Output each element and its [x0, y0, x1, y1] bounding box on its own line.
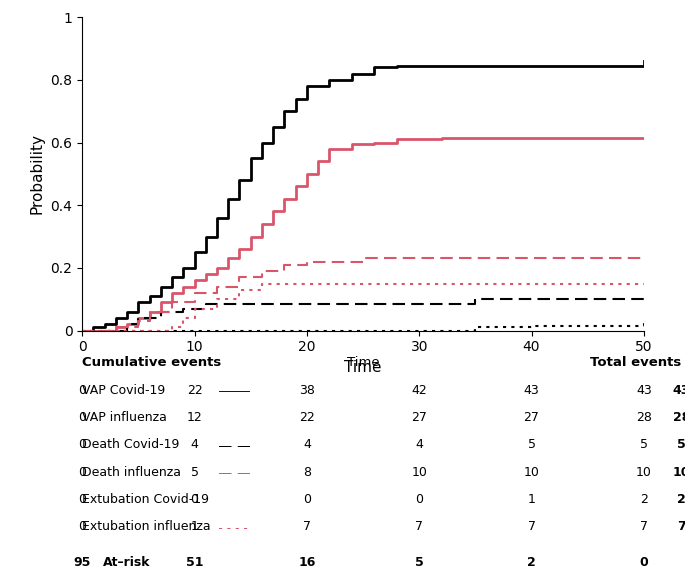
Text: 7: 7	[677, 520, 685, 534]
Text: 5: 5	[415, 556, 423, 569]
Text: 1: 1	[190, 520, 199, 534]
Text: 5: 5	[527, 438, 536, 451]
Text: At–risk: At–risk	[103, 556, 151, 569]
Text: 7: 7	[303, 520, 311, 534]
Text: 28: 28	[636, 411, 652, 424]
Text: 16: 16	[298, 556, 316, 569]
Text: 2: 2	[677, 493, 685, 506]
Text: 7: 7	[527, 520, 536, 534]
Text: 12: 12	[187, 411, 202, 424]
Text: 7: 7	[640, 520, 648, 534]
Text: 5: 5	[677, 438, 685, 451]
Text: 5: 5	[640, 438, 648, 451]
Text: 0: 0	[303, 493, 311, 506]
Text: 0: 0	[78, 493, 86, 506]
Text: 0: 0	[78, 466, 86, 479]
Text: 4: 4	[303, 438, 311, 451]
Text: 2: 2	[640, 493, 648, 506]
Text: VAP Covid-19: VAP Covid-19	[82, 384, 166, 397]
Text: 4: 4	[190, 438, 199, 451]
X-axis label: Time: Time	[345, 360, 382, 375]
Text: 1: 1	[527, 493, 536, 506]
Text: 10: 10	[523, 466, 540, 479]
Text: 28: 28	[673, 411, 685, 424]
Text: 0: 0	[640, 556, 648, 569]
Text: 27: 27	[411, 411, 427, 424]
Text: 42: 42	[412, 384, 427, 397]
Text: 5: 5	[190, 466, 199, 479]
Text: 4: 4	[415, 438, 423, 451]
Text: 8: 8	[303, 466, 311, 479]
Text: 0: 0	[78, 438, 86, 451]
Text: 43: 43	[673, 384, 685, 397]
Text: 10: 10	[411, 466, 427, 479]
Text: 0: 0	[78, 411, 86, 424]
Text: Cumulative events: Cumulative events	[82, 356, 221, 369]
Text: 22: 22	[187, 384, 202, 397]
Text: Total events: Total events	[590, 356, 682, 369]
Text: 27: 27	[523, 411, 540, 424]
Text: 10: 10	[636, 466, 652, 479]
Text: Extubation Covid-19: Extubation Covid-19	[82, 493, 209, 506]
Text: 0: 0	[78, 384, 86, 397]
Text: 38: 38	[299, 384, 315, 397]
Text: 10: 10	[673, 466, 685, 479]
Text: 22: 22	[299, 411, 314, 424]
Text: 0: 0	[190, 493, 199, 506]
Text: 7: 7	[415, 520, 423, 534]
Text: 95: 95	[73, 556, 91, 569]
Text: 43: 43	[524, 384, 539, 397]
Text: 0: 0	[415, 493, 423, 506]
Y-axis label: Probability: Probability	[30, 133, 45, 214]
Text: VAP influenza: VAP influenza	[82, 411, 167, 424]
Text: Time: Time	[347, 356, 379, 369]
Text: 0: 0	[78, 520, 86, 534]
Text: Extubation influenza: Extubation influenza	[82, 520, 211, 534]
Text: 43: 43	[636, 384, 651, 397]
Text: Death Covid-19: Death Covid-19	[82, 438, 179, 451]
Text: 2: 2	[527, 556, 536, 569]
Text: 51: 51	[186, 556, 203, 569]
Text: Death influenza: Death influenza	[82, 466, 182, 479]
